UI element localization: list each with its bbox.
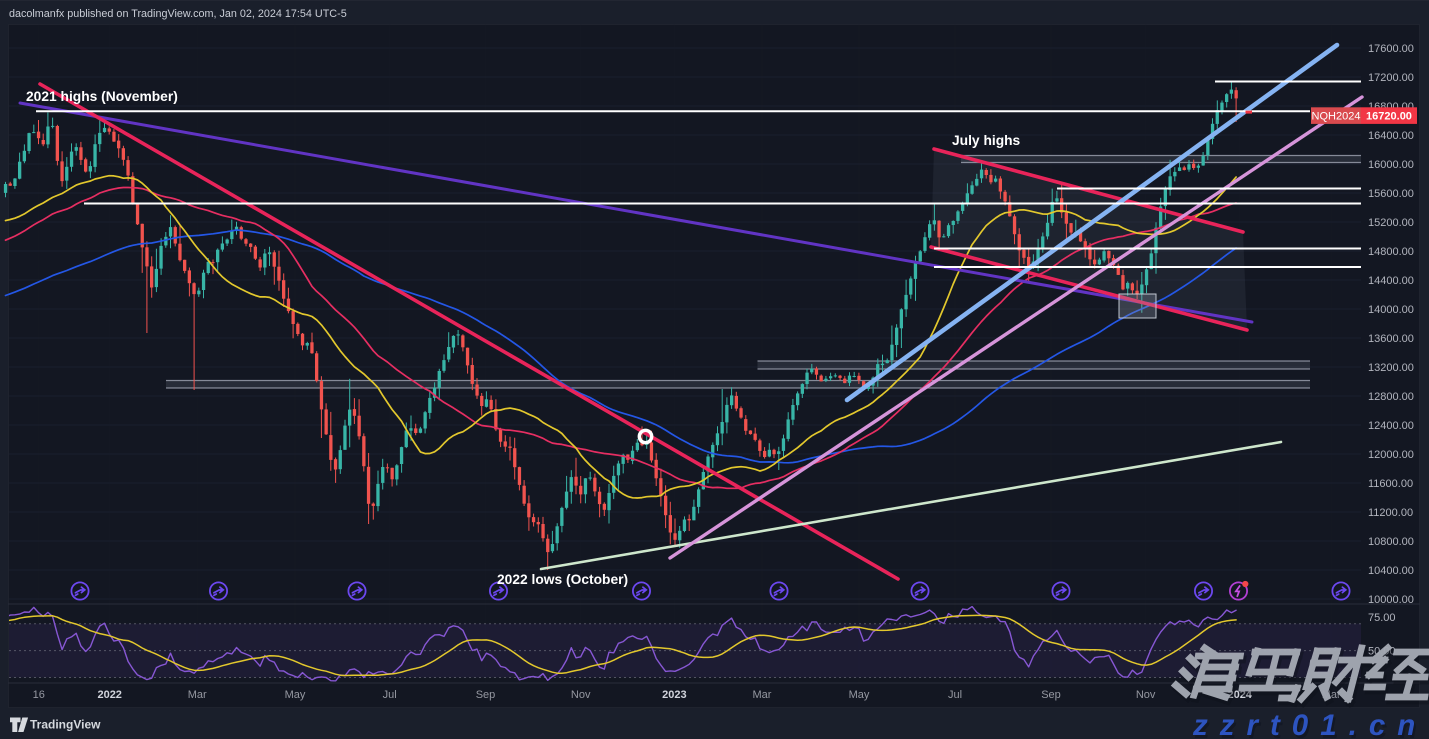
svg-text:Nov: Nov bbox=[571, 689, 591, 701]
svg-text:10400.00: 10400.00 bbox=[1368, 565, 1414, 577]
svg-text:14000.00: 14000.00 bbox=[1368, 304, 1414, 316]
svg-text:Sep: Sep bbox=[1041, 689, 1061, 701]
svg-text:zzrt01.cn: zzrt01.cn bbox=[1192, 709, 1427, 739]
svg-text:TradingView: TradingView bbox=[30, 718, 101, 732]
svg-text:2022 lows (October): 2022 lows (October) bbox=[497, 572, 628, 587]
svg-text:NQH2024: NQH2024 bbox=[1312, 111, 1361, 123]
svg-text:16400.00: 16400.00 bbox=[1368, 130, 1414, 142]
svg-text:2023: 2023 bbox=[662, 689, 686, 701]
svg-text:17600.00: 17600.00 bbox=[1368, 43, 1414, 55]
svg-text:14400.00: 14400.00 bbox=[1368, 275, 1414, 287]
svg-text:Jul: Jul bbox=[948, 689, 962, 701]
svg-text:Nov: Nov bbox=[1136, 689, 1156, 701]
svg-text:16720.00: 16720.00 bbox=[1366, 111, 1412, 123]
svg-text:Sep: Sep bbox=[476, 689, 496, 701]
svg-text:Mar: Mar bbox=[753, 689, 772, 701]
svg-text:14800.00: 14800.00 bbox=[1368, 246, 1414, 258]
svg-text:13600.00: 13600.00 bbox=[1368, 333, 1414, 345]
svg-text:16: 16 bbox=[33, 689, 45, 701]
svg-text:12400.00: 12400.00 bbox=[1368, 420, 1414, 432]
svg-text:11600.00: 11600.00 bbox=[1368, 478, 1413, 490]
svg-text:10000.00: 10000.00 bbox=[1368, 594, 1414, 606]
svg-text:10800.00: 10800.00 bbox=[1368, 536, 1414, 548]
svg-text:2024: 2024 bbox=[1227, 689, 1252, 701]
svg-text:75.00: 75.00 bbox=[1368, 612, 1396, 624]
svg-text:15200.00: 15200.00 bbox=[1368, 217, 1414, 229]
svg-text:dacolmanfx published on Tradin: dacolmanfx published on TradingView.com,… bbox=[9, 8, 347, 20]
svg-text:12800.00: 12800.00 bbox=[1368, 391, 1414, 403]
svg-text:11200.00: 11200.00 bbox=[1368, 507, 1413, 519]
svg-text:Mar: Mar bbox=[188, 689, 207, 701]
svg-text:12000.00: 12000.00 bbox=[1368, 449, 1414, 461]
svg-text:zzrt01.cn: zzrt01.cn bbox=[1194, 712, 1429, 739]
svg-text:May: May bbox=[285, 689, 306, 701]
svg-text:Jul: Jul bbox=[383, 689, 397, 701]
svg-text:17200.00: 17200.00 bbox=[1368, 72, 1414, 84]
svg-text:15600.00: 15600.00 bbox=[1368, 188, 1414, 200]
svg-text:2022: 2022 bbox=[97, 689, 121, 701]
svg-text:May: May bbox=[849, 689, 870, 701]
svg-text:July highs: July highs bbox=[952, 133, 1021, 148]
svg-text:2021 highs (November): 2021 highs (November) bbox=[26, 89, 178, 104]
svg-text:13200.00: 13200.00 bbox=[1368, 362, 1414, 374]
svg-text:16000.00: 16000.00 bbox=[1368, 159, 1414, 171]
